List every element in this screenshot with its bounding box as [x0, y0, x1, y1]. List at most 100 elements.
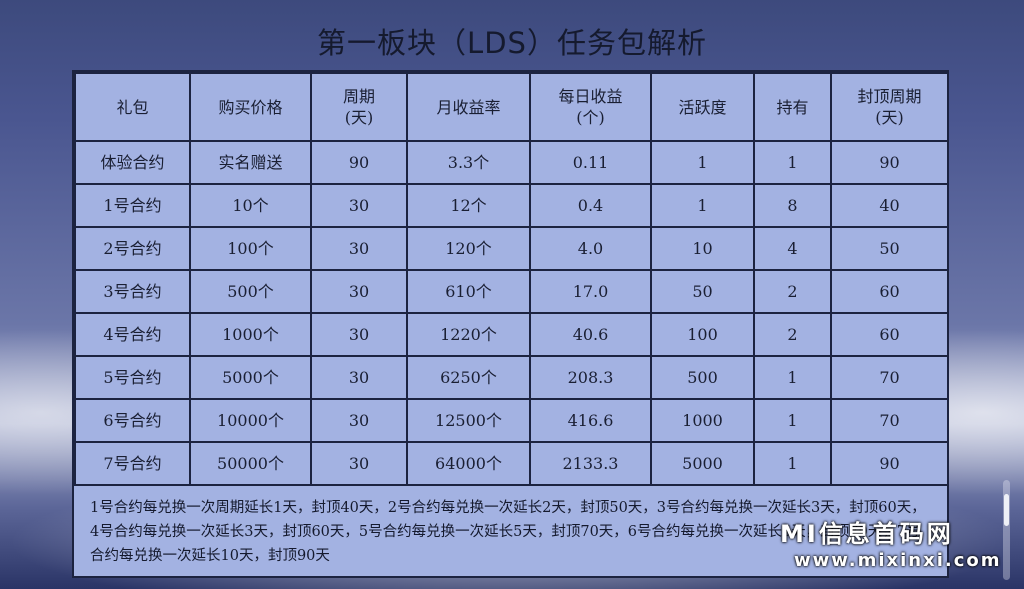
- table-cell: 30: [310, 226, 408, 271]
- watermark: MI信息首码网 www.mixinxi.com: [780, 519, 1020, 581]
- table-cell: 30: [310, 441, 408, 486]
- table-cell: 12个: [406, 183, 531, 228]
- column-header: 购买价格: [189, 72, 312, 142]
- column-header-label: 月收益率: [436, 97, 501, 117]
- column-header: 封顶周期 (天): [830, 72, 949, 142]
- table-row: 6号合约 10000个 30 12500个 416.6 1000 1 70: [74, 398, 949, 443]
- table-cell: 208.3: [529, 355, 652, 400]
- table-row: 2号合约 100个 30 120个 4.0 10 4 50: [74, 226, 949, 271]
- table-cell: 6250个: [406, 355, 531, 400]
- table-cell: 120个: [406, 226, 531, 271]
- table-cell: 60: [830, 312, 949, 357]
- table-cell: 4: [753, 226, 832, 271]
- column-header: 周期 (天): [310, 72, 408, 142]
- table-row: 1号合约 10个 30 12个 0.4 1 8 40: [74, 183, 949, 228]
- table-cell: 416.6: [529, 398, 652, 443]
- table-cell: 5号合约: [74, 355, 191, 400]
- column-header-label: 购买价格: [218, 97, 283, 117]
- column-header-label: 礼包: [116, 97, 149, 117]
- rules-note: 1号合约每兑换一次周期延长1天，封顶40天，2号合约每兑换一次延长2天，封顶50…: [90, 500, 926, 564]
- column-header-label: 持有: [776, 97, 809, 117]
- scrollbar-thumb[interactable]: [1004, 494, 1009, 526]
- table-cell: 2133.3: [529, 441, 652, 486]
- table-cell: 50: [650, 269, 755, 314]
- table-cell: 40: [830, 183, 949, 228]
- table-cell: 30: [310, 183, 408, 228]
- table-row: 体验合约 实名赠送 90 3.3个 0.11 1 1 90: [74, 140, 949, 185]
- table-cell: 30: [310, 312, 408, 357]
- table-cell: 500: [650, 355, 755, 400]
- table-cell: 50: [830, 226, 949, 271]
- column-header: 礼包: [74, 72, 191, 142]
- table-cell: 2号合约: [74, 226, 191, 271]
- column-header: 持有: [753, 72, 832, 142]
- table-row: 7号合约 50000个 30 64000个 2133.3 5000 1 90: [74, 441, 949, 486]
- column-header-label: 活跃度: [678, 97, 727, 117]
- table-cell: 1: [650, 183, 755, 228]
- watermark-brand: MI信息首码网: [780, 520, 954, 548]
- table-cell: 40.6: [529, 312, 652, 357]
- scrollbar-track[interactable]: [1003, 480, 1010, 580]
- table-row: 4号合约 1000个 30 1220个 40.6 100 2 60: [74, 312, 949, 357]
- table-cell: 4.0: [529, 226, 652, 271]
- table-cell: 17.0: [529, 269, 652, 314]
- table-cell: 1220个: [406, 312, 531, 357]
- table-cell: 30: [310, 269, 408, 314]
- table-cell: 6号合约: [74, 398, 191, 443]
- table-cell: 10个: [189, 183, 312, 228]
- table-cell: 64000个: [406, 441, 531, 486]
- column-header: 月收益率: [406, 72, 531, 142]
- page-title: 第一板块（LDS）任务包解析: [317, 26, 707, 60]
- table-cell: 5000个: [189, 355, 312, 400]
- table-cell: 100个: [189, 226, 312, 271]
- column-header-label: 周期: [342, 87, 375, 106]
- column-header: 活跃度: [650, 72, 755, 142]
- table-cell: 8: [753, 183, 832, 228]
- table-cell: 100: [650, 312, 755, 357]
- contract-table: 礼包 购买价格 周期 (天) 月收益率 每日收益 (个) 活跃度 持有 封顶周期 (天) 体验合约实…: [74, 72, 949, 486]
- table-cell: 1000: [650, 398, 755, 443]
- table-cell: 50000个: [189, 441, 312, 486]
- table-cell: 90: [310, 140, 408, 185]
- table-cell: 1: [753, 441, 832, 486]
- column-header: 每日收益 (个): [529, 72, 652, 142]
- table-cell: 1: [650, 140, 755, 185]
- table-row: 5号合约 5000个 30 6250个 208.3 500 1 70: [74, 355, 949, 400]
- table-cell: 0.4: [529, 183, 652, 228]
- table-cell: 90: [830, 441, 949, 486]
- table-cell: 610个: [406, 269, 531, 314]
- table-cell: 12500个: [406, 398, 531, 443]
- table-cell: 体验合约: [74, 140, 191, 185]
- table-cell: 5000: [650, 441, 755, 486]
- table-cell: 30: [310, 398, 408, 443]
- table-header-row: 礼包 购买价格 周期 (天) 月收益率 每日收益 (个) 活跃度 持有 封顶周期 (天): [74, 72, 949, 142]
- table-cell: 1: [753, 140, 832, 185]
- table-cell: 3号合约: [74, 269, 191, 314]
- table-cell: 7号合约: [74, 441, 191, 486]
- column-header-label: 每日收益: [558, 87, 623, 106]
- table-cell: 2: [753, 269, 832, 314]
- table-cell: 1号合约: [74, 183, 191, 228]
- watermark-url: www.mixinxi.com: [794, 550, 1002, 571]
- table-cell: 60: [830, 269, 949, 314]
- column-header-label: 封顶周期: [857, 87, 922, 106]
- table-cell: 70: [830, 398, 949, 443]
- column-header-unit: (天): [875, 108, 904, 127]
- table-cell: 3.3个: [406, 140, 531, 185]
- table-cell: 70: [830, 355, 949, 400]
- table-cell: 30: [310, 355, 408, 400]
- table-cell: 500个: [189, 269, 312, 314]
- table-cell: 2: [753, 312, 832, 357]
- contract-table-panel: 礼包 购买价格 周期 (天) 月收益率 每日收益 (个) 活跃度 持有 封顶周期 (天) 体验合约实…: [72, 70, 949, 578]
- table-cell: 实名赠送: [189, 140, 312, 185]
- table-cell: 4号合约: [74, 312, 191, 357]
- column-header-unit: (天): [344, 108, 374, 127]
- table-cell: 10000个: [189, 398, 312, 443]
- table-cell: 0.11: [529, 140, 652, 185]
- table-cell: 90: [830, 140, 949, 185]
- table-cell: 1: [753, 398, 832, 443]
- table-row: 3号合约 500个 30 610个 17.0 50 2 60: [74, 269, 949, 314]
- table-cell: 1: [753, 355, 832, 400]
- column-header-unit: (个): [576, 108, 605, 127]
- table-cell: 10: [650, 226, 755, 271]
